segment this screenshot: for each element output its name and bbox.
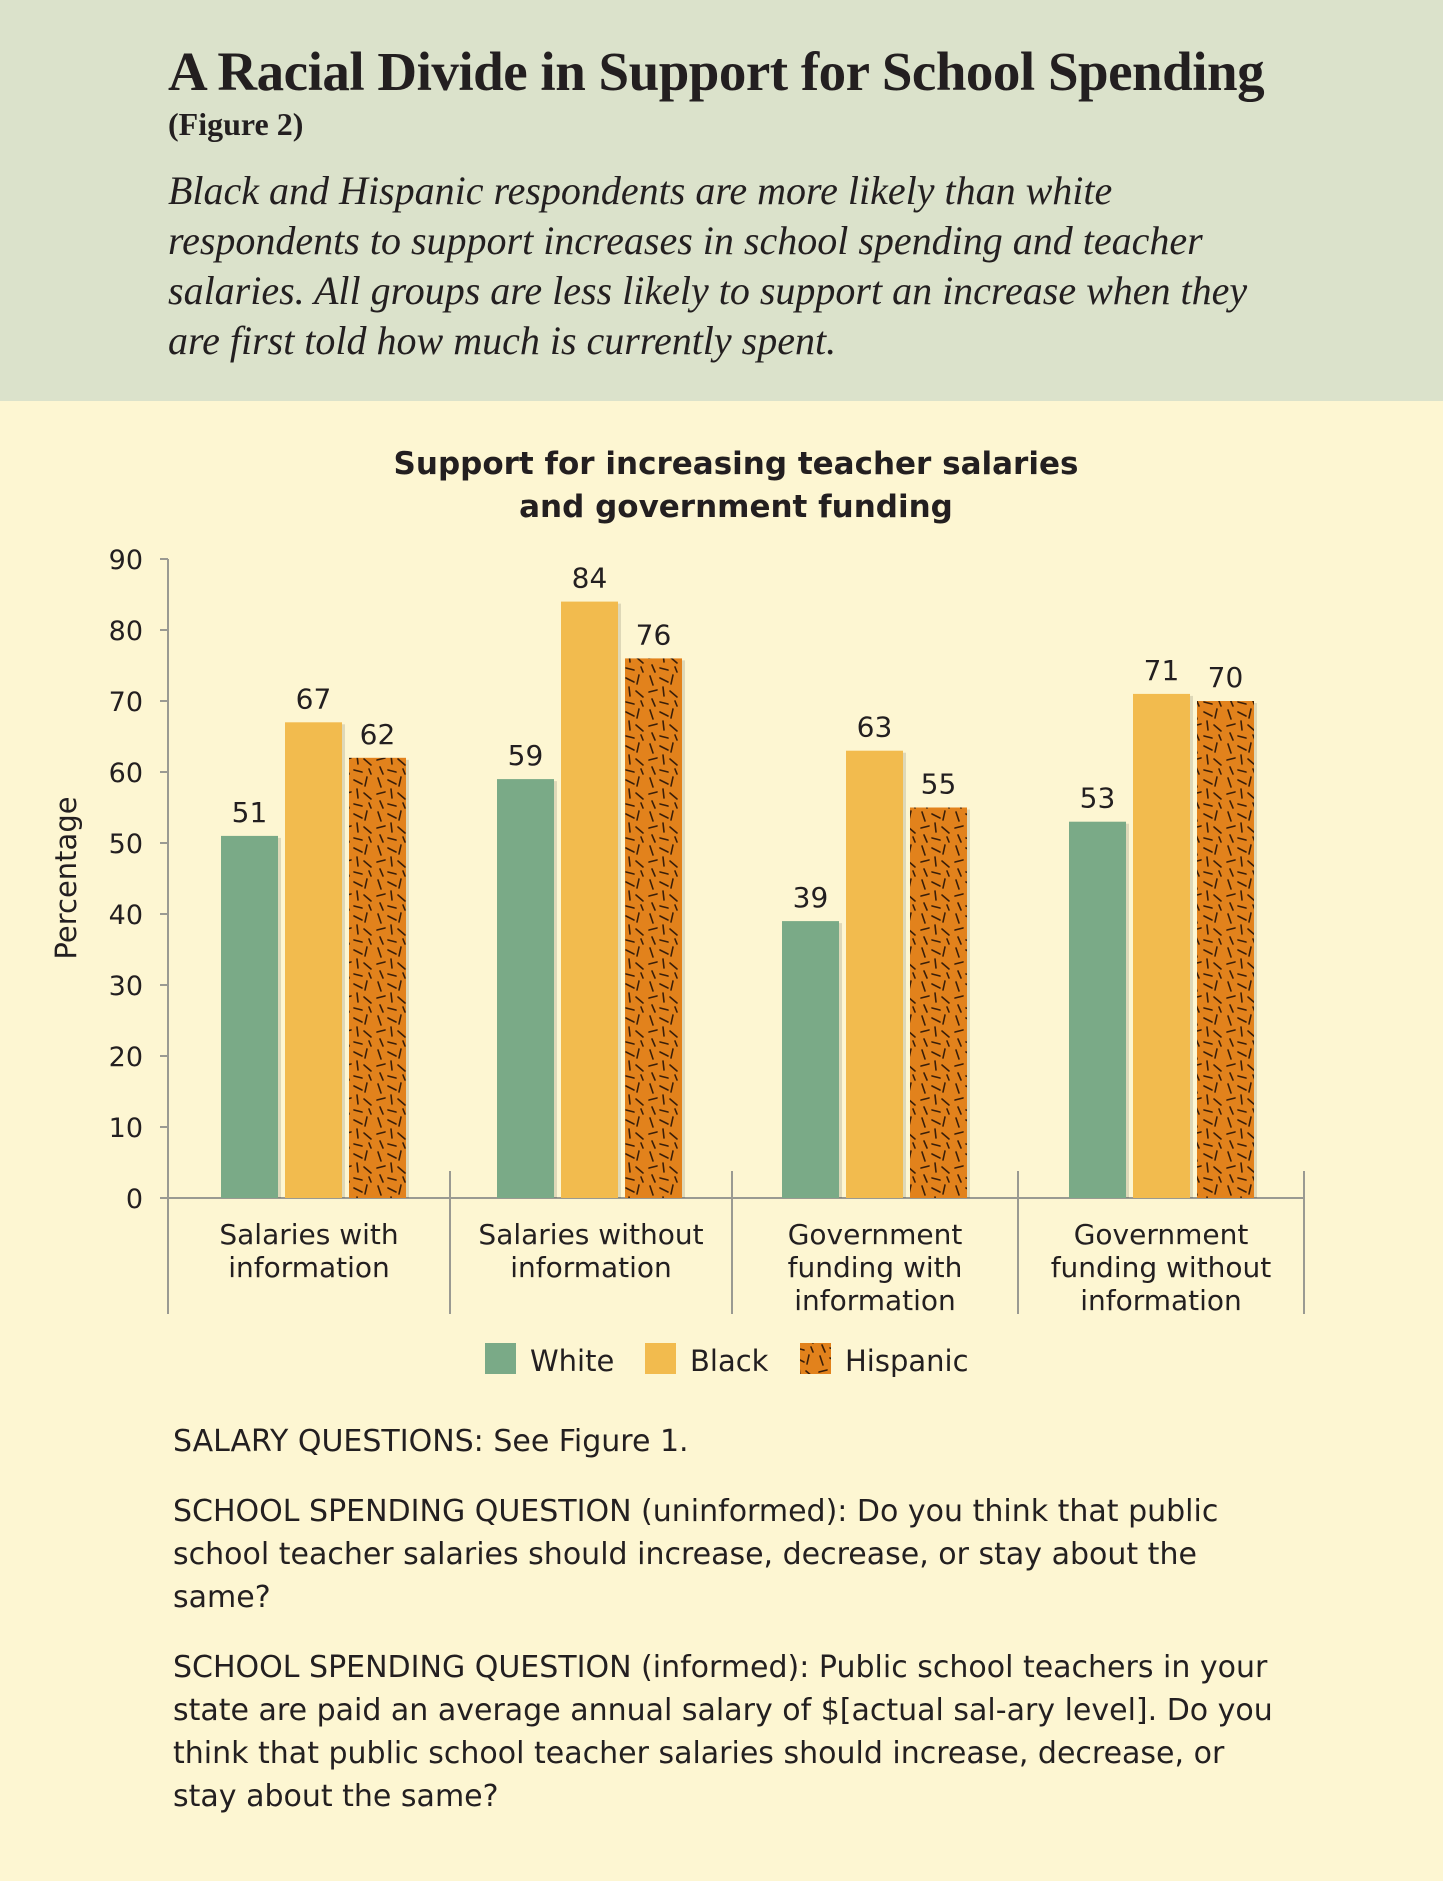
figure-subtitle: Black and Hispanic respondents are more …	[168, 168, 1248, 363]
y-tick-label: 80	[109, 616, 143, 647]
header-panel: A Racial Divide in Support for School Sp…	[0, 0, 1443, 401]
y-axis-label: Percentage	[49, 796, 83, 959]
y-tick-label: 40	[109, 900, 143, 931]
y-tick-label: 0	[126, 1184, 143, 1215]
data-label: 76	[636, 618, 672, 651]
bar-chart: Support for increasing teacher salaries a…	[49, 446, 1305, 1378]
bar-hispanic	[625, 658, 682, 1198]
y-tick-label: 90	[109, 545, 143, 576]
data-label: 84	[572, 562, 608, 595]
figure-number: (Figure 2)	[168, 106, 304, 142]
y-tick-label: 20	[109, 1042, 143, 1073]
bar-black	[285, 722, 342, 1198]
x-category-label: funding without	[1051, 1251, 1272, 1284]
chart-title-line: Support for increasing teacher salaries	[394, 446, 1079, 482]
x-category-label: information	[510, 1251, 672, 1284]
data-label: 71	[1144, 654, 1180, 687]
notes: SALARY QUESTIONS: See Figure 1. SCHOOL S…	[173, 1420, 1283, 1845]
x-category-label: information	[794, 1284, 956, 1317]
x-category-label: funding with	[788, 1251, 963, 1284]
x-category-label: Government	[1074, 1218, 1249, 1251]
legend-label-black: Black	[690, 1344, 769, 1378]
y-axis: 0 10 20 30 40 50 60 70 80 90 Percentage	[49, 545, 169, 1215]
bar-white	[782, 921, 839, 1198]
note-informed-question: SCHOOL SPENDING QUESTION (informed): Pub…	[173, 1650, 1273, 1814]
bar-black	[846, 750, 903, 1198]
x-category-label: information	[228, 1251, 390, 1284]
y-tick-label: 70	[109, 687, 143, 718]
figure-title: A Racial Divide in Support for School Sp…	[168, 41, 1265, 102]
legend-swatch-white	[485, 1343, 516, 1374]
data-label: 59	[508, 739, 544, 772]
note-uninformed-question: SCHOOL SPENDING QUESTION (uninformed): D…	[173, 1494, 1219, 1615]
x-category-label: Salaries without	[478, 1218, 703, 1251]
legend: White Black Hispanic	[485, 1343, 969, 1378]
chart-title: Support for increasing teacher salaries a…	[394, 446, 1079, 525]
bar-white	[1069, 821, 1126, 1198]
data-label: 53	[1080, 782, 1116, 815]
data-label: 63	[857, 711, 893, 744]
data-label: 39	[793, 881, 829, 914]
bar-black	[561, 601, 618, 1198]
legend-label-white: White	[530, 1344, 614, 1378]
x-category-label: Salaries with	[219, 1218, 398, 1251]
y-tick-label: 50	[109, 829, 143, 860]
data-label: 55	[921, 768, 957, 801]
bars: 51 59 39 53 67 84 63 71 62 76 55 70	[221, 562, 1257, 1198]
bar-white	[497, 779, 554, 1198]
data-label: 70	[1208, 661, 1244, 694]
y-tick-label: 10	[109, 1113, 143, 1144]
data-label: 62	[360, 718, 396, 751]
note-salary-questions: SALARY QUESTIONS: See Figure 1.	[173, 1424, 689, 1459]
x-category-label: Government	[788, 1218, 963, 1251]
chart-title-line: and government funding	[519, 489, 953, 525]
bar-white	[221, 835, 278, 1198]
data-label: 51	[232, 796, 268, 829]
bar-hispanic	[349, 757, 406, 1198]
bar-hispanic	[1197, 701, 1254, 1198]
y-tick-label: 60	[109, 758, 143, 789]
bar-black	[1133, 693, 1190, 1198]
x-category-label: information	[1080, 1284, 1242, 1317]
legend-swatch-black	[645, 1343, 676, 1374]
legend-label-hispanic: Hispanic	[845, 1344, 969, 1378]
y-tick-label: 30	[109, 971, 143, 1002]
bar-hispanic	[910, 807, 967, 1198]
data-label: 67	[296, 682, 332, 715]
legend-swatch-hispanic	[800, 1343, 831, 1374]
